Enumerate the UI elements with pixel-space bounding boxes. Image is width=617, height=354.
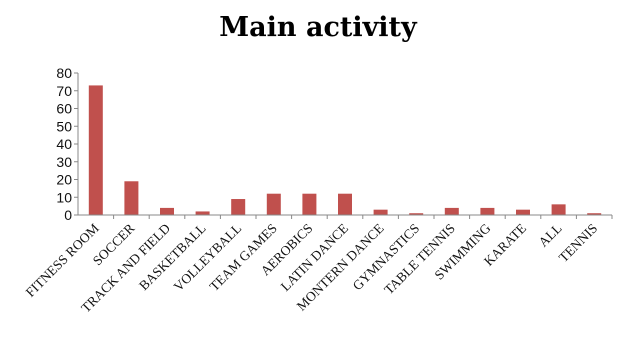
bar bbox=[266, 193, 281, 215]
x-tick-label: TENNIS bbox=[556, 221, 601, 266]
y-tick-label: 30 bbox=[56, 154, 72, 170]
bar bbox=[444, 207, 459, 215]
bar bbox=[338, 193, 352, 215]
y-tick-label: 50 bbox=[56, 118, 72, 134]
y-tick-label: 70 bbox=[56, 83, 72, 99]
y-tick-label: 20 bbox=[56, 172, 72, 188]
bar bbox=[302, 193, 317, 215]
y-tick-label: 80 bbox=[56, 65, 72, 81]
y-tick-label: 10 bbox=[56, 189, 72, 205]
bars bbox=[88, 85, 602, 215]
y-tick-label: 0 bbox=[64, 207, 72, 223]
bar bbox=[373, 209, 388, 215]
bar bbox=[551, 204, 566, 215]
bar bbox=[88, 85, 103, 215]
bar bbox=[480, 207, 495, 215]
y-tick-label: 60 bbox=[56, 101, 72, 117]
bar bbox=[160, 207, 174, 215]
x-tick-label: FITNESS ROOM bbox=[23, 221, 102, 300]
bar bbox=[516, 209, 530, 215]
bar bbox=[409, 213, 424, 215]
bar bbox=[195, 211, 210, 215]
x-tick-label: ALL bbox=[536, 221, 565, 250]
bar bbox=[124, 181, 139, 215]
bar bbox=[231, 199, 246, 215]
bar bbox=[587, 213, 602, 215]
chart-title: Main activity bbox=[219, 12, 418, 43]
y-tick-label: 40 bbox=[56, 136, 72, 152]
